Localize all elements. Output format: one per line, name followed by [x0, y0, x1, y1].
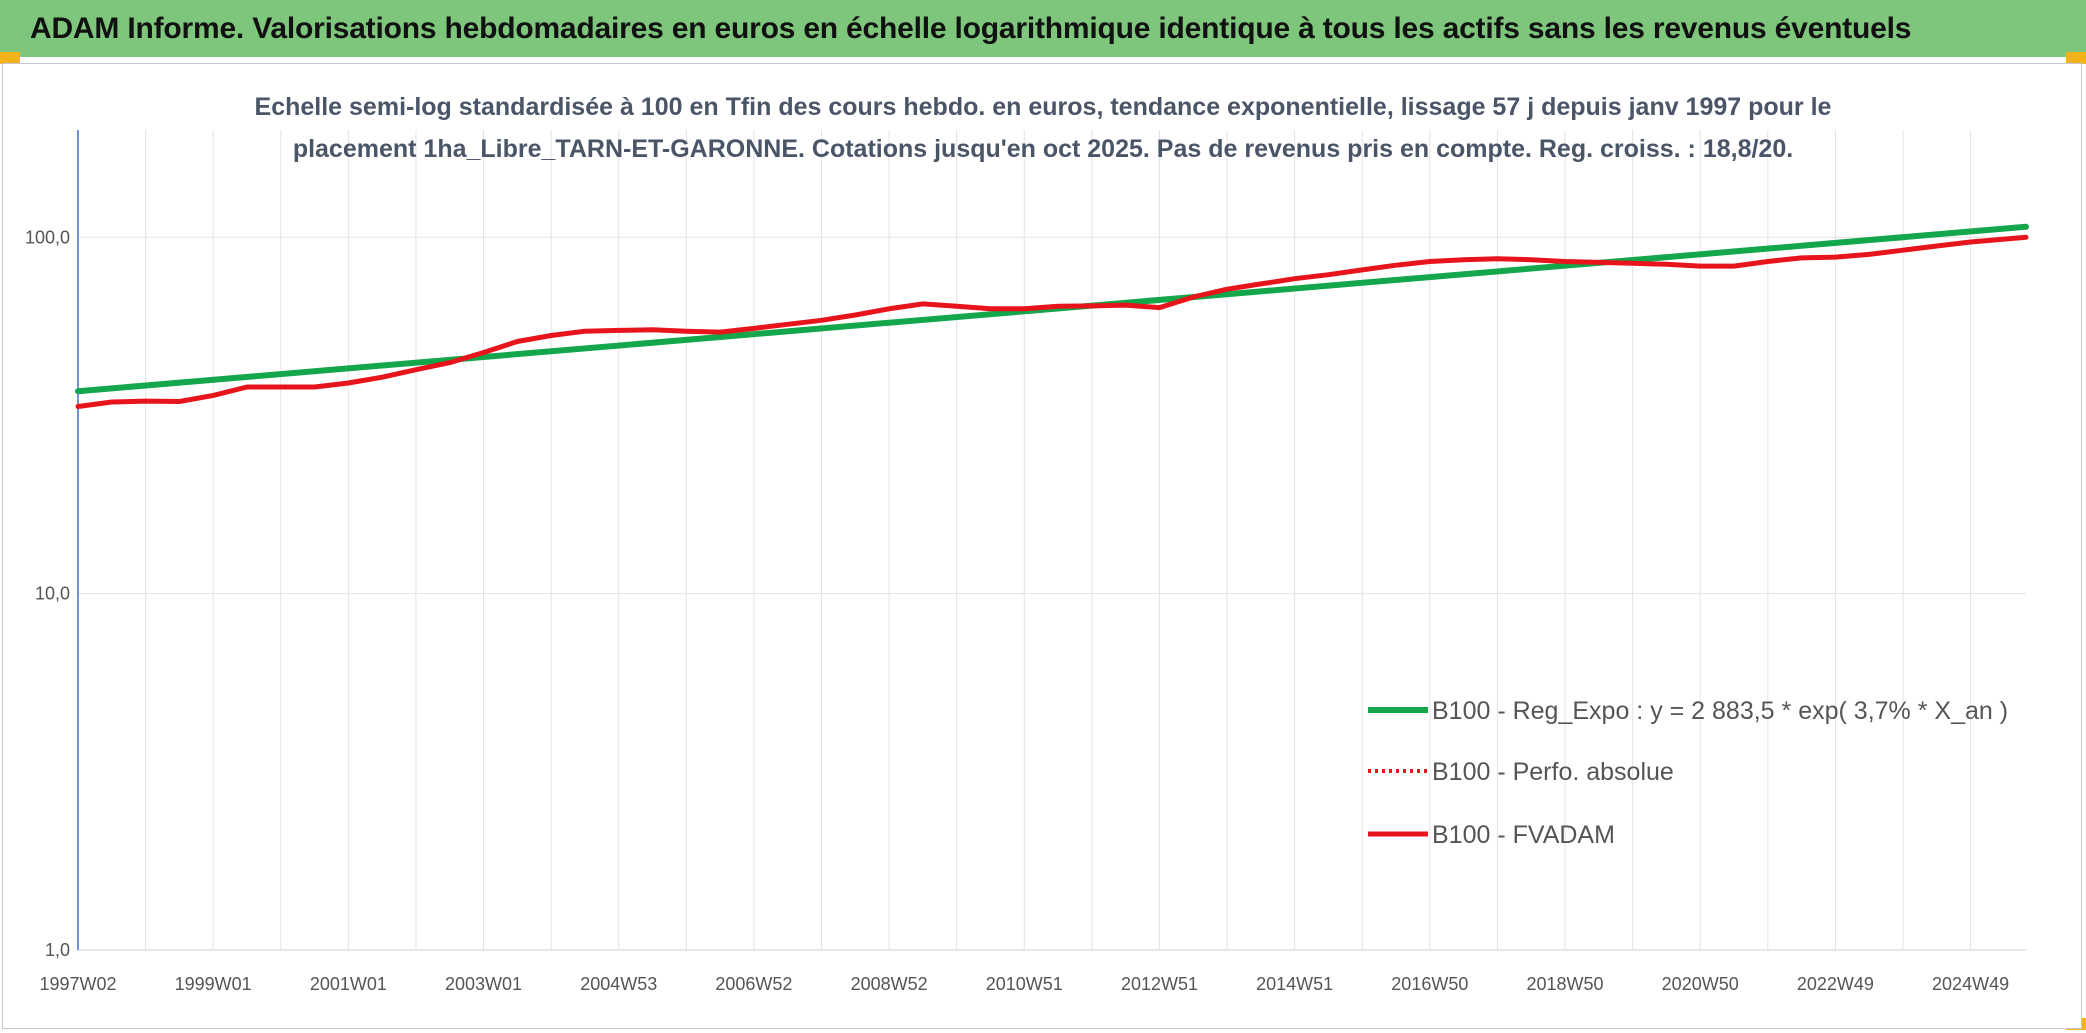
legend-label-1: B100 - Perfo. absolue	[1432, 758, 1674, 786]
axis-layer: 1,0 10,0 100,0 1997W02 1999W01 2001W01 2003W01…	[25, 130, 2026, 994]
x-tick-label: 2004W53	[580, 974, 657, 994]
corner-marker-left	[0, 52, 20, 64]
legend-label-2: B100 - FVADAM	[1432, 821, 1615, 849]
x-tick-label: 2016W50	[1391, 974, 1468, 994]
page-title: ADAM Informe. Valorisations hebdomadaire…	[30, 11, 1912, 45]
x-tick-label: 2020W50	[1662, 974, 1739, 994]
series-layer	[75, 223, 2029, 409]
x-tick-label: 2008W52	[851, 974, 928, 994]
header-banner: ADAM Informe. Valorisations hebdomadaire…	[0, 0, 2086, 57]
x-tick-label: 2018W50	[1526, 974, 1603, 994]
x-tick-label: 2001W01	[310, 974, 387, 994]
grid-layer	[77, 130, 2026, 950]
chart-legend: B100 - Reg_Expo : y = 2 883,5 * exp( 3,7…	[1368, 697, 2008, 849]
x-tick-label: 2014W51	[1256, 974, 1333, 994]
x-tick-label: 2010W51	[986, 974, 1063, 994]
x-tick-label: 1997W02	[39, 974, 116, 994]
chart-subtitle-line-1: Echelle semi-log standardisée à 100 en T…	[255, 93, 1832, 121]
corner-marker-right	[2066, 52, 2086, 64]
legend-label-0: B100 - Reg_Expo : y = 2 883,5 * exp( 3,7…	[1432, 697, 2008, 725]
y-tick-label: 1,0	[45, 940, 70, 960]
x-tick-label: 2012W51	[1121, 974, 1198, 994]
x-tick-label: 2024W49	[1932, 974, 2009, 994]
y-tick-label: 100,0	[25, 227, 70, 247]
series-line-2	[75, 234, 2029, 409]
x-tick-label: 1999W01	[175, 974, 252, 994]
y-tick-label: 10,0	[35, 584, 70, 604]
chart-subtitle-line-2: placement 1ha_Libre_TARN-ET-GARONNE. Cot…	[293, 135, 1793, 163]
x-tick-label: 2003W01	[445, 974, 522, 994]
x-tick-label: 2022W49	[1797, 974, 1874, 994]
x-tick-label: 2006W52	[715, 974, 792, 994]
